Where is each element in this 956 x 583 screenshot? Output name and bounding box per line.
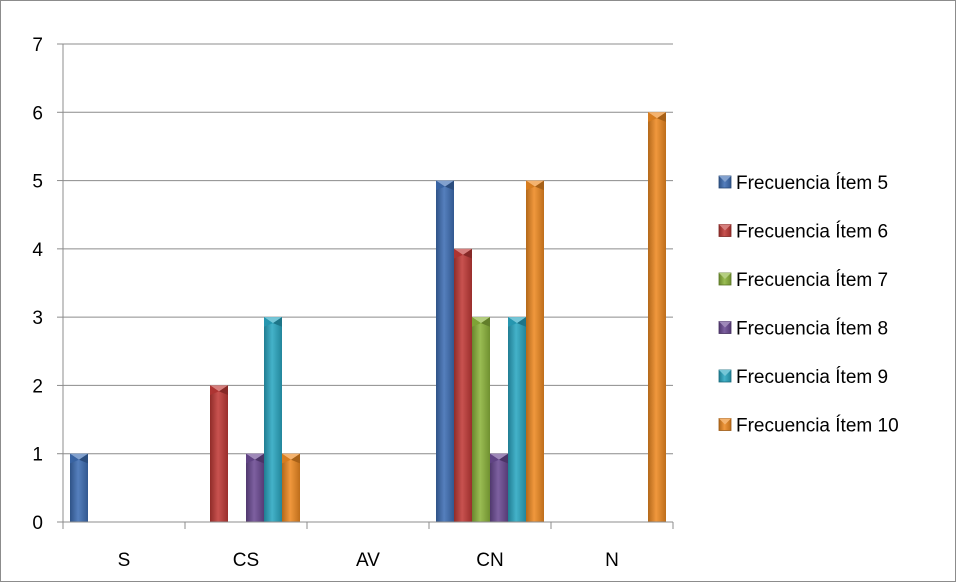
bar: [648, 112, 666, 523]
bar: [454, 248, 472, 522]
legend-item: Frecuencia Ítem 9: [718, 367, 888, 388]
tick-labels: 0 1 2 3 4 5 6 7 S CS AV CN N: [32, 35, 618, 571]
bar: [490, 453, 508, 522]
gridlines: [63, 43, 673, 455]
y-tick-label: 4: [32, 240, 43, 261]
bar: [264, 317, 282, 522]
y-tick-label: 3: [32, 308, 43, 329]
bar: [526, 180, 544, 523]
bar: [436, 180, 454, 523]
y-tick-label: 5: [32, 172, 43, 193]
y-tick-label: 1: [32, 445, 43, 466]
x-tick-label: CN: [476, 550, 503, 571]
legend-item: Frecuencia Ítem 10: [718, 416, 899, 437]
bar: [472, 317, 490, 522]
x-tick-label: CS: [233, 550, 259, 571]
bar: [282, 453, 300, 522]
y-tick-label: 2: [32, 376, 43, 397]
bar: [210, 385, 228, 522]
bar: [508, 317, 526, 522]
legend-item: Frecuencia Ítem 5: [718, 173, 888, 194]
axes: [57, 43, 674, 529]
legend-label: Frecuencia Ítem 8: [736, 319, 888, 340]
x-tick-label: AV: [356, 550, 380, 571]
legend-label: Frecuencia Ítem 7: [736, 270, 888, 291]
legend-item: Frecuencia Ítem 7: [718, 270, 888, 291]
y-tick-label: 6: [32, 103, 43, 124]
legend-label: Frecuencia Ítem 6: [736, 222, 888, 243]
legend-item: Frecuencia Ítem 8: [718, 319, 888, 340]
legend-item: Frecuencia Ítem 6: [718, 222, 888, 243]
y-tick-label: 7: [32, 35, 43, 56]
bars: [70, 112, 666, 523]
legend: Frecuencia Ítem 5 Frecuencia Ítem 6 Frecue…: [718, 173, 899, 437]
legend-label: Frecuencia Ítem 9: [736, 367, 888, 388]
x-tick-label: S: [118, 550, 131, 571]
x-tick-label: N: [605, 550, 619, 571]
y-tick-label: 0: [32, 513, 43, 534]
bar: [70, 453, 88, 522]
legend-label: Frecuencia Ítem 5: [736, 173, 888, 194]
legend-label: Frecuencia Ítem 10: [736, 416, 899, 437]
bar: [246, 453, 264, 522]
